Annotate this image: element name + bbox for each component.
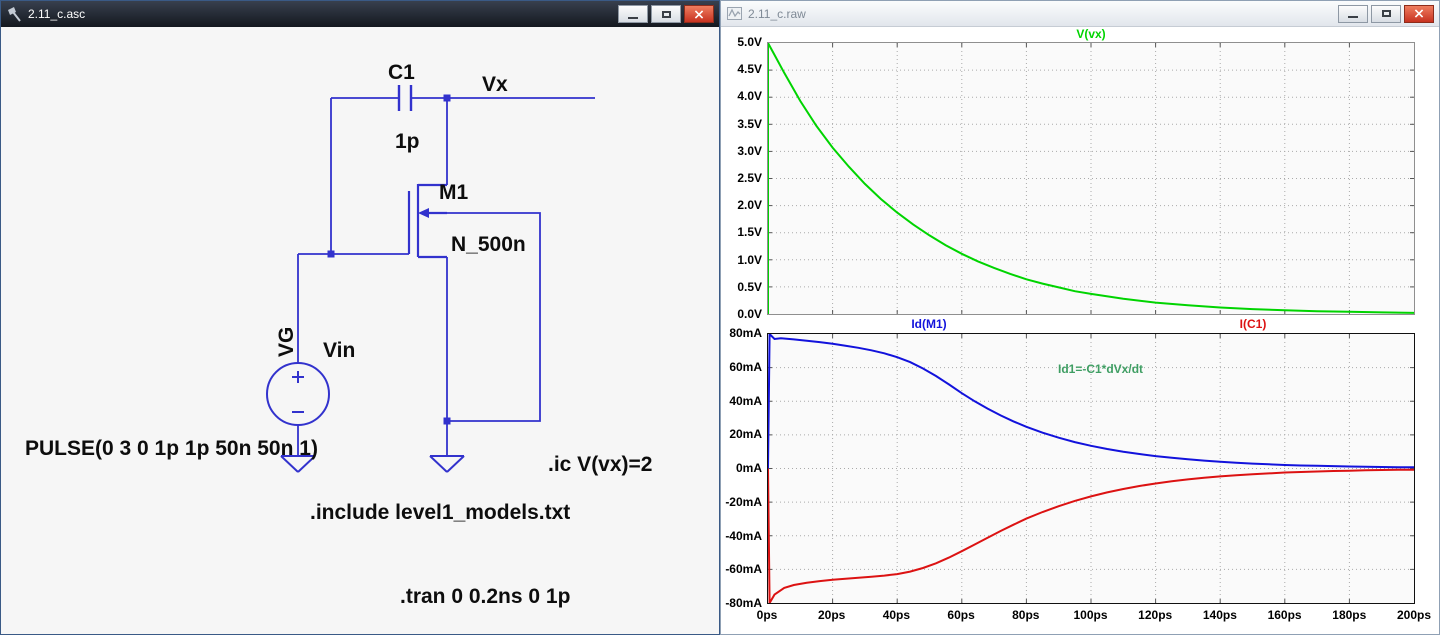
x-tick-label: 60ps xyxy=(947,608,975,622)
y-tick-label: 0.5V xyxy=(737,279,762,294)
y-tick-label: 2.5V xyxy=(737,171,762,185)
schematic-window[interactable]: 2.11_c.asc xyxy=(0,0,720,635)
x-tick-label: 40ps xyxy=(882,608,911,622)
y-tick-label: 1.0V xyxy=(737,252,762,267)
directive-pulse[interactable]: PULSE(0 3 0 1p 1p 50n 50n 1) xyxy=(25,437,318,460)
close-button[interactable] xyxy=(684,5,714,23)
minimize-icon xyxy=(628,16,638,19)
plot-pane-bottom[interactable] xyxy=(767,331,1415,607)
directive-include[interactable]: .include level1_models.txt xyxy=(310,501,570,524)
plot-pane-top[interactable] xyxy=(767,42,1415,315)
waveform-window-titlebar[interactable]: 2.11_c.raw xyxy=(721,1,1439,27)
ltspice-schematic-icon xyxy=(7,6,22,22)
x-tick-label: 140ps xyxy=(1202,608,1237,622)
close-button[interactable] xyxy=(1404,4,1434,23)
waveform-plot-area[interactable]: 5.0V 4.5V 4.0V 3.5V 3.0V 2.5V 2.0V 1.5V 1.0V 0.5V… xyxy=(721,27,1439,634)
y-tick-label: 40mA xyxy=(729,393,762,408)
minimize-button[interactable] xyxy=(1338,4,1368,23)
mosfet-m1[interactable] xyxy=(407,183,447,259)
y-tick-label: 4.0V xyxy=(737,89,762,104)
y-tick-label: -60mA xyxy=(725,562,762,577)
x-tick-label: 200ps xyxy=(1396,608,1432,622)
net-label-vg[interactable]: VG xyxy=(275,327,298,357)
m1-model-label[interactable]: N_500n xyxy=(451,233,526,256)
trace-label-V(vx)[interactable]: V(vx) xyxy=(1076,27,1106,41)
maximize-button[interactable] xyxy=(1371,4,1401,23)
x-tick-label: 160ps xyxy=(1267,608,1302,622)
waveform-window[interactable]: 2.11_c.raw 5.0V 4.5V 4.0V 3.5V 3.0V 2.5V 2.0V 1… xyxy=(720,0,1440,635)
ground-symbol[interactable] xyxy=(280,455,465,473)
x-tick-label: 20ps xyxy=(818,608,846,622)
c1-value-label[interactable]: 1p xyxy=(395,130,420,153)
window-title: 2.11_c.raw xyxy=(748,6,806,21)
y-tick-label: -40mA xyxy=(725,528,762,543)
voltage-source-vin[interactable] xyxy=(266,362,330,426)
y-tick-label: 80mA xyxy=(729,326,762,340)
trace-label-Id(M1)[interactable]: Id(M1) xyxy=(911,317,947,331)
schematic-canvas[interactable]: C1 1p Vx M1 N_500n VG Vin PULSE(0 3 0 1p… xyxy=(1,27,719,634)
x-tick-label: 180ps xyxy=(1332,608,1367,622)
bulk-arrow-icon xyxy=(418,208,429,218)
node-junction xyxy=(327,94,451,425)
vin-label[interactable]: Vin xyxy=(323,339,355,362)
y-tick-label: 3.5V xyxy=(737,116,762,131)
trace-Id(M1) xyxy=(767,331,1415,469)
waveform-file-icon xyxy=(727,7,742,20)
x-tick-label: 0ps xyxy=(756,608,778,622)
y-tick-label: 60mA xyxy=(729,359,762,374)
x-tick-label: 80ps xyxy=(1012,608,1040,622)
y-tick-label: 1.5V xyxy=(737,225,762,240)
wires[interactable] xyxy=(297,97,595,456)
x-tick-label: 100ps xyxy=(1073,608,1108,622)
c1-label[interactable]: C1 xyxy=(388,61,415,84)
trace-label-I(C1)[interactable]: I(C1) xyxy=(1239,317,1267,331)
maximize-button[interactable] xyxy=(651,5,681,23)
y-tick-label: 0.0V xyxy=(737,307,762,321)
y-tick-label: -80mA xyxy=(725,596,762,610)
x-tick-label: 120ps xyxy=(1138,608,1173,622)
net-label-vx[interactable]: Vx xyxy=(482,73,508,96)
plot-annotation: Id1=-C1*dVx/dt xyxy=(1058,362,1144,376)
y-tick-label: 4.5V xyxy=(737,62,762,77)
minimize-button[interactable] xyxy=(618,5,648,23)
y-tick-label: -20mA xyxy=(725,494,762,509)
trace-V(vx) xyxy=(767,42,1415,314)
schematic-window-titlebar[interactable]: 2.11_c.asc xyxy=(1,1,719,27)
capacitor-c1[interactable] xyxy=(397,85,413,111)
close-icon xyxy=(1414,9,1424,18)
minimize-icon xyxy=(1348,16,1358,18)
y-tick-label: 3.0V xyxy=(737,143,762,158)
y-tick-label: 0mA xyxy=(735,461,762,475)
m1-label[interactable]: M1 xyxy=(439,181,468,204)
maximize-icon xyxy=(661,10,671,18)
close-icon xyxy=(694,9,704,19)
y-tick-label: 2.0V xyxy=(737,198,762,213)
directive-ic[interactable]: .ic V(vx)=2 xyxy=(548,453,652,476)
y-tick-label: 20mA xyxy=(729,427,762,442)
y-tick-label: 5.0V xyxy=(737,35,762,49)
window-title: 2.11_c.asc xyxy=(28,7,86,21)
maximize-icon xyxy=(1381,10,1391,17)
trace-I(C1) xyxy=(767,468,1415,607)
directive-tran[interactable]: .tran 0 0.2ns 0 1p xyxy=(400,585,570,608)
